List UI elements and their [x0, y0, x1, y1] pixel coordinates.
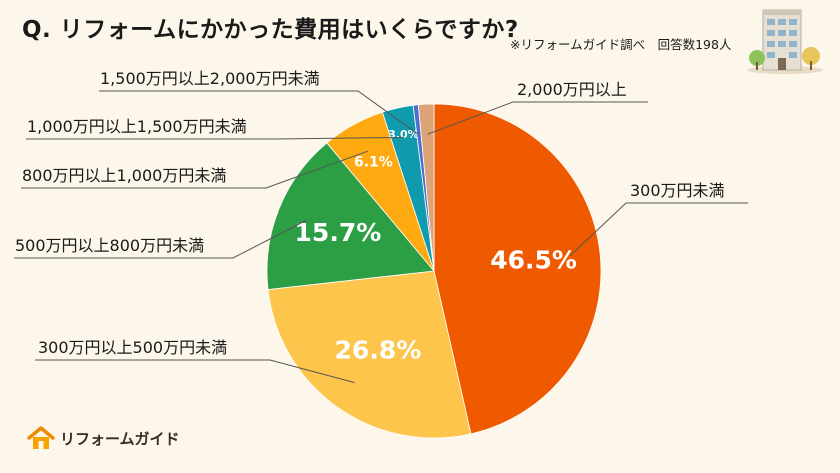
- pie-value-label-0: 46.5%: [490, 246, 577, 275]
- leader-line-2: [14, 219, 308, 259]
- pie-slice-1: [267, 270, 472, 439]
- category-label-2: 500万円以上800万円未満: [15, 236, 204, 255]
- leader-line-5: [99, 90, 420, 136]
- pie-value-label-2: 15.7%: [295, 218, 382, 247]
- leader-line-1: [35, 359, 355, 384]
- reform-guide-logo: リフォームガイド: [26, 424, 180, 452]
- pie-value-label-3: 6.1%: [354, 154, 393, 170]
- pie-value-label-1: 26.8%: [335, 336, 422, 365]
- category-label-4: 1,000万円以上1,500万円未満: [27, 117, 247, 136]
- category-label-5: 1,500万円以上2,000万円未満: [100, 69, 320, 88]
- leader-line-0: [569, 202, 748, 257]
- survey-note: ※リフォームガイド調べ 回答数198人: [510, 37, 732, 52]
- leader-line-3: [21, 150, 368, 189]
- house-logo-icon: [27, 426, 55, 449]
- page-title: Q. リフォームにかかった費用はいくらですか?: [22, 17, 519, 43]
- pie-slice-0: [433, 103, 602, 435]
- logo-text: リフォームガイド: [60, 429, 180, 448]
- category-label-3: 800万円以上1,000万円未満: [22, 166, 226, 185]
- apartment-building-icon: [747, 9, 823, 74]
- leader-line-6: [427, 101, 648, 135]
- pie-slice-2: [266, 142, 435, 291]
- category-label-6: 2,000万円以上: [517, 80, 627, 99]
- pie-slice-6: [417, 103, 435, 272]
- leader-line-4: [26, 136, 405, 140]
- category-label-1: 300万円以上500万円未満: [38, 338, 227, 357]
- pie-value-label-4: 3.0%: [388, 128, 419, 141]
- category-label-0: 300万円未満: [630, 181, 725, 200]
